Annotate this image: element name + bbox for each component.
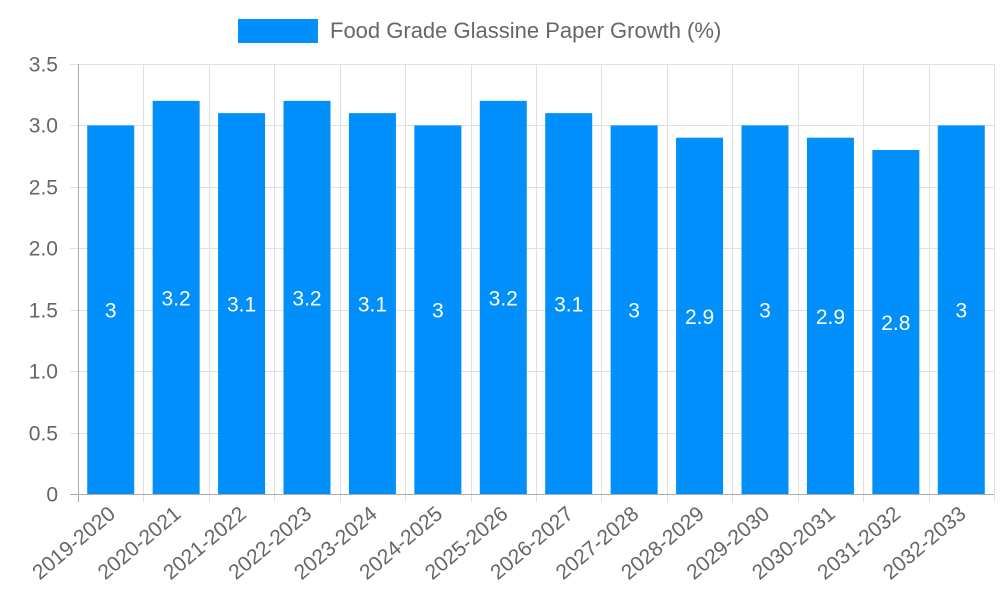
bar-value-label: 3.1 [554,294,583,317]
bar[interactable] [152,100,200,494]
y-tick-label: 3.5 [29,54,58,77]
bar-value-label: 3.2 [489,287,518,310]
bar[interactable] [937,125,985,494]
bars: 3 3.2 3.1 3.2 3.1 3 3.2 3.1 3 2.9 3 2.9 2.8 3 [87,100,985,495]
bar-value-label: 3.1 [358,294,387,317]
bar[interactable] [872,150,920,494]
y-tick-label: 3.0 [29,115,58,138]
bar[interactable] [218,113,266,495]
x-axis: 2019-20202020-20212021-20222022-20232023… [28,494,994,584]
legend-label: Food Grade Glassine Paper Growth (%) [330,18,722,43]
bar-value-label: 3.2 [162,287,191,310]
bar[interactable] [545,113,593,495]
y-tick-label: 1.0 [29,361,58,384]
bar-value-label: 2.8 [881,312,910,335]
y-tick-label: 2.0 [29,238,58,261]
chart-legend[interactable]: Food Grade Glassine Paper Growth (%) [238,18,721,44]
bar[interactable] [610,125,658,494]
bar-value-label: 3.2 [292,287,321,310]
bar-value-label: 3 [105,300,117,323]
y-tick-label: 0 [46,484,58,507]
bar-value-label: 3 [628,300,640,323]
grid-lines [70,64,995,502]
bar-value-label: 3 [955,300,967,323]
bar-value-label: 2.9 [816,306,845,329]
bar[interactable] [806,137,854,494]
bar[interactable] [414,125,462,494]
bar[interactable] [479,100,527,494]
bar-value-label: 3 [432,300,444,323]
bar[interactable] [283,100,331,494]
y-tick-label: 0.5 [29,423,58,446]
y-tick-label: 1.5 [29,300,58,323]
legend-swatch [238,19,318,43]
bar-value-label: 3 [759,300,771,323]
bar[interactable] [348,113,396,495]
y-axis: 0 0.5 1.0 1.5 2.0 2.5 3.0 3.5 [29,54,58,507]
bar[interactable] [676,137,724,494]
y-tick-label: 2.5 [29,177,58,200]
bar[interactable] [741,125,789,494]
bar-value-label: 3.1 [227,294,256,317]
bar-value-label: 2.9 [685,306,714,329]
bar[interactable] [87,125,135,494]
